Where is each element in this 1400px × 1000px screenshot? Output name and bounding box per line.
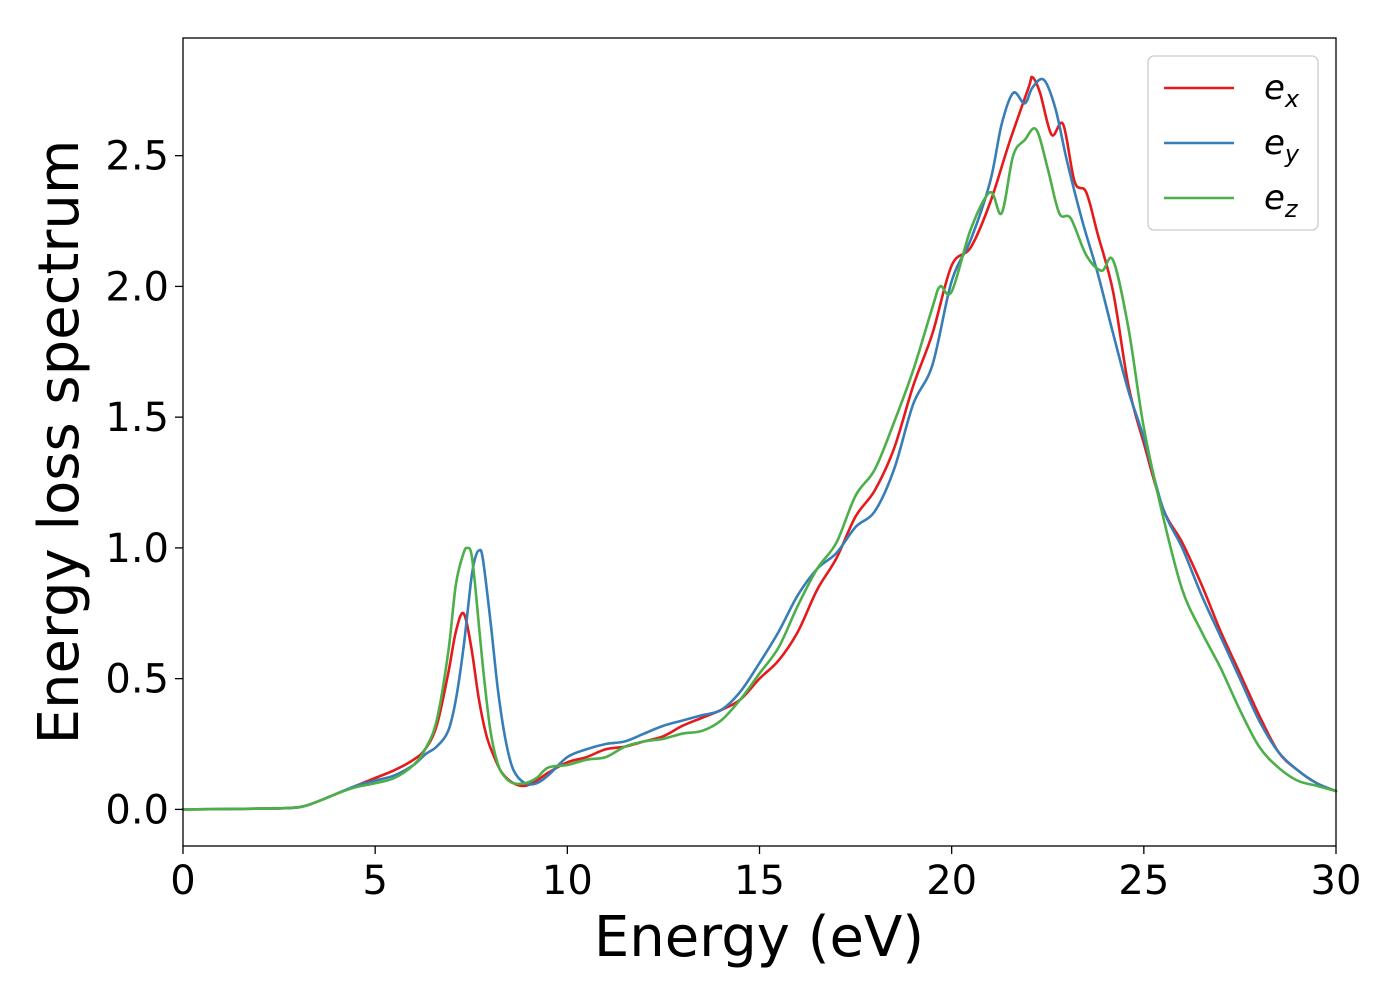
legend-label-sub: z [1284,195,1299,223]
x-tick-label: 25 [1118,858,1169,904]
legend-label-base: e [1264,178,1285,218]
y-tick-label: 2.5 [105,134,169,180]
x-tick-label: 0 [170,858,195,904]
x-axis-title: Energy (eV) [594,905,924,970]
y-tick-label: 1.0 [105,526,169,572]
y-tick-label: 2.0 [105,264,169,310]
legend-label-sub: x [1284,85,1300,113]
legend-label-z: ez [1264,178,1299,223]
series-line-y [181,77,1338,811]
y-tick-label: 0.5 [105,657,169,703]
series-layer [181,75,1338,811]
series-line-x [181,75,1338,811]
x-tick-label: 10 [542,858,593,904]
y-axis-title: Energy loss spectrum [27,140,92,745]
legend-label-base: e [1264,123,1285,163]
legend-label-x: ex [1264,68,1300,113]
series-line-z [181,127,1338,811]
y-axis: 0.0 0.5 1.0 1.5 2.0 2.5 [105,134,183,833]
x-tick-label: 5 [362,858,387,904]
legend-label-base: e [1264,68,1285,108]
legend-label-sub: y [1284,140,1300,168]
x-tick-label: 15 [734,858,785,904]
legend-label-y: ey [1264,123,1300,168]
x-tick-label: 20 [926,858,977,904]
x-axis: 0 5 10 15 20 25 30 [170,846,1361,904]
y-tick-label: 1.5 [105,395,169,441]
x-tick-label: 30 [1311,858,1362,904]
y-tick-label: 0.0 [105,787,169,833]
